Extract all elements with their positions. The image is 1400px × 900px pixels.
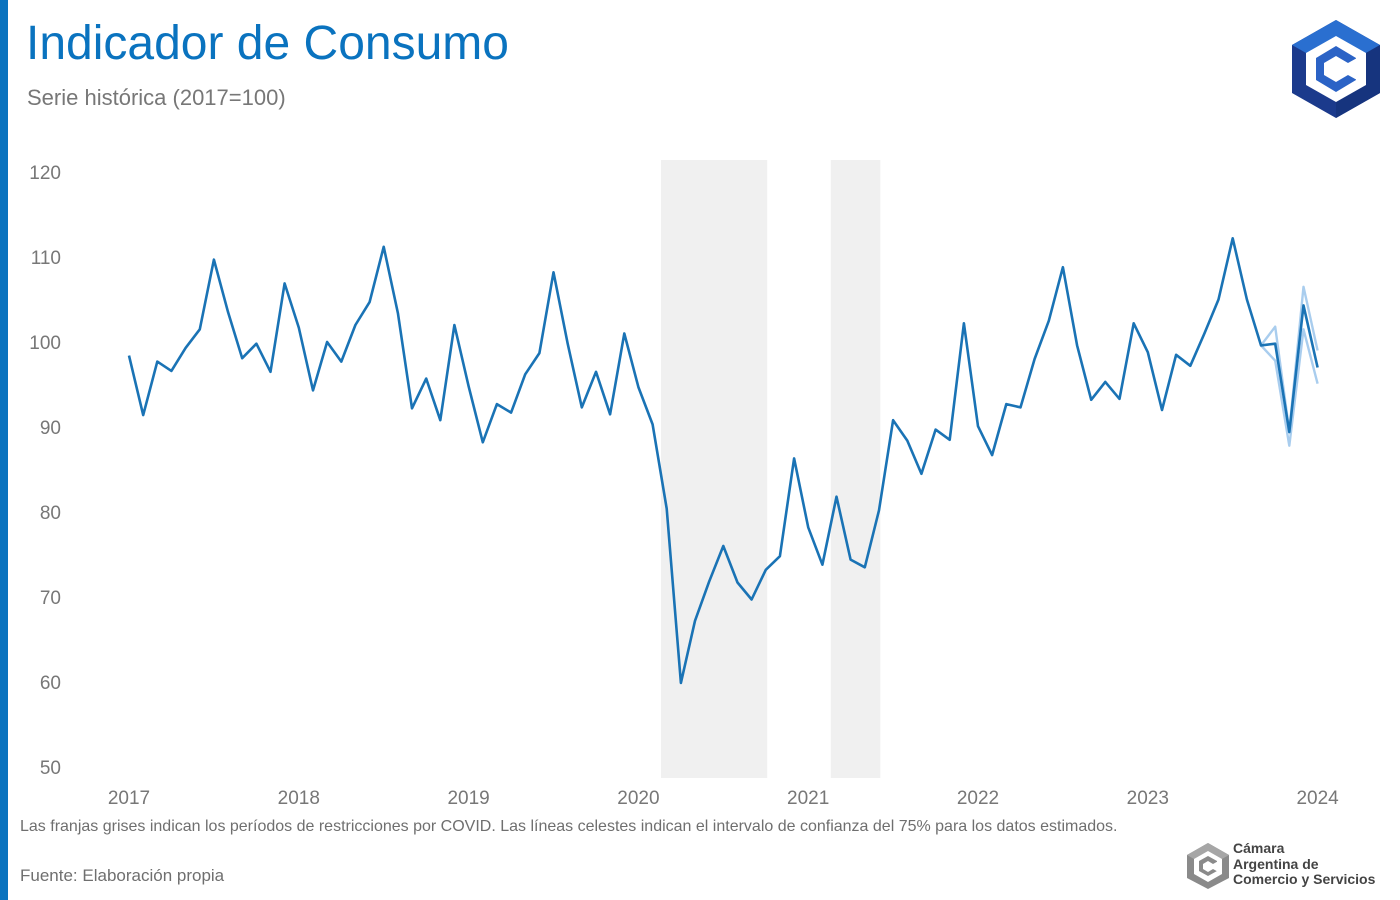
x-tick-label: 2021 (787, 788, 829, 809)
series-lines (127, 237, 1319, 685)
page-title: Indicador de Consumo (26, 17, 509, 70)
y-tick-label: 70 (40, 588, 61, 609)
confidence-interval-line (1260, 285, 1319, 433)
y-tick-label: 100 (29, 333, 61, 354)
x-tick-label: 2019 (447, 788, 489, 809)
covid-restriction-band (661, 160, 768, 778)
org-name-line: Cámara (1233, 840, 1285, 856)
x-tick-label: 2022 (957, 788, 999, 809)
org-name-line: Comercio y Servicios (1233, 871, 1376, 887)
y-axis-ticks: 50 60 70 80 90 100 110 120 (29, 163, 61, 779)
organization-name: Cámara Argentina de Comercio y Servicios (1233, 840, 1376, 888)
covid-restriction-band (830, 160, 881, 778)
x-axis-ticks: 2017 2018 2019 2020 2021 2022 2023 2024 (108, 788, 1339, 809)
org-name-line: Argentina de (1233, 855, 1319, 872)
y-tick-label: 90 (40, 418, 61, 439)
y-tick-label: 60 (40, 673, 61, 694)
main-series-line (127, 237, 1319, 685)
x-tick-label: 2020 (617, 788, 659, 809)
x-tick-label: 2024 (1296, 788, 1339, 809)
x-tick-label: 2018 (278, 788, 320, 809)
x-tick-label: 2023 (1127, 788, 1169, 809)
y-tick-label: 80 (40, 503, 61, 524)
source-note: Fuente: Elaboración propia (20, 866, 225, 885)
y-tick-label: 50 (40, 758, 61, 779)
page-subtitle: Serie histórica (2017=100) (27, 85, 286, 110)
left-accent-bar (0, 0, 8, 900)
chart-footnote: Las franjas grises indican los períodos … (20, 818, 1118, 835)
x-tick-label: 2017 (108, 788, 150, 809)
covid-bands (661, 160, 881, 778)
y-tick-label: 110 (31, 248, 61, 269)
confidence-interval-line (1260, 328, 1319, 447)
cac-hexagon-logo-gray-icon (1187, 843, 1229, 889)
y-tick-label: 120 (29, 163, 61, 184)
cac-hexagon-logo-icon (1292, 20, 1380, 118)
